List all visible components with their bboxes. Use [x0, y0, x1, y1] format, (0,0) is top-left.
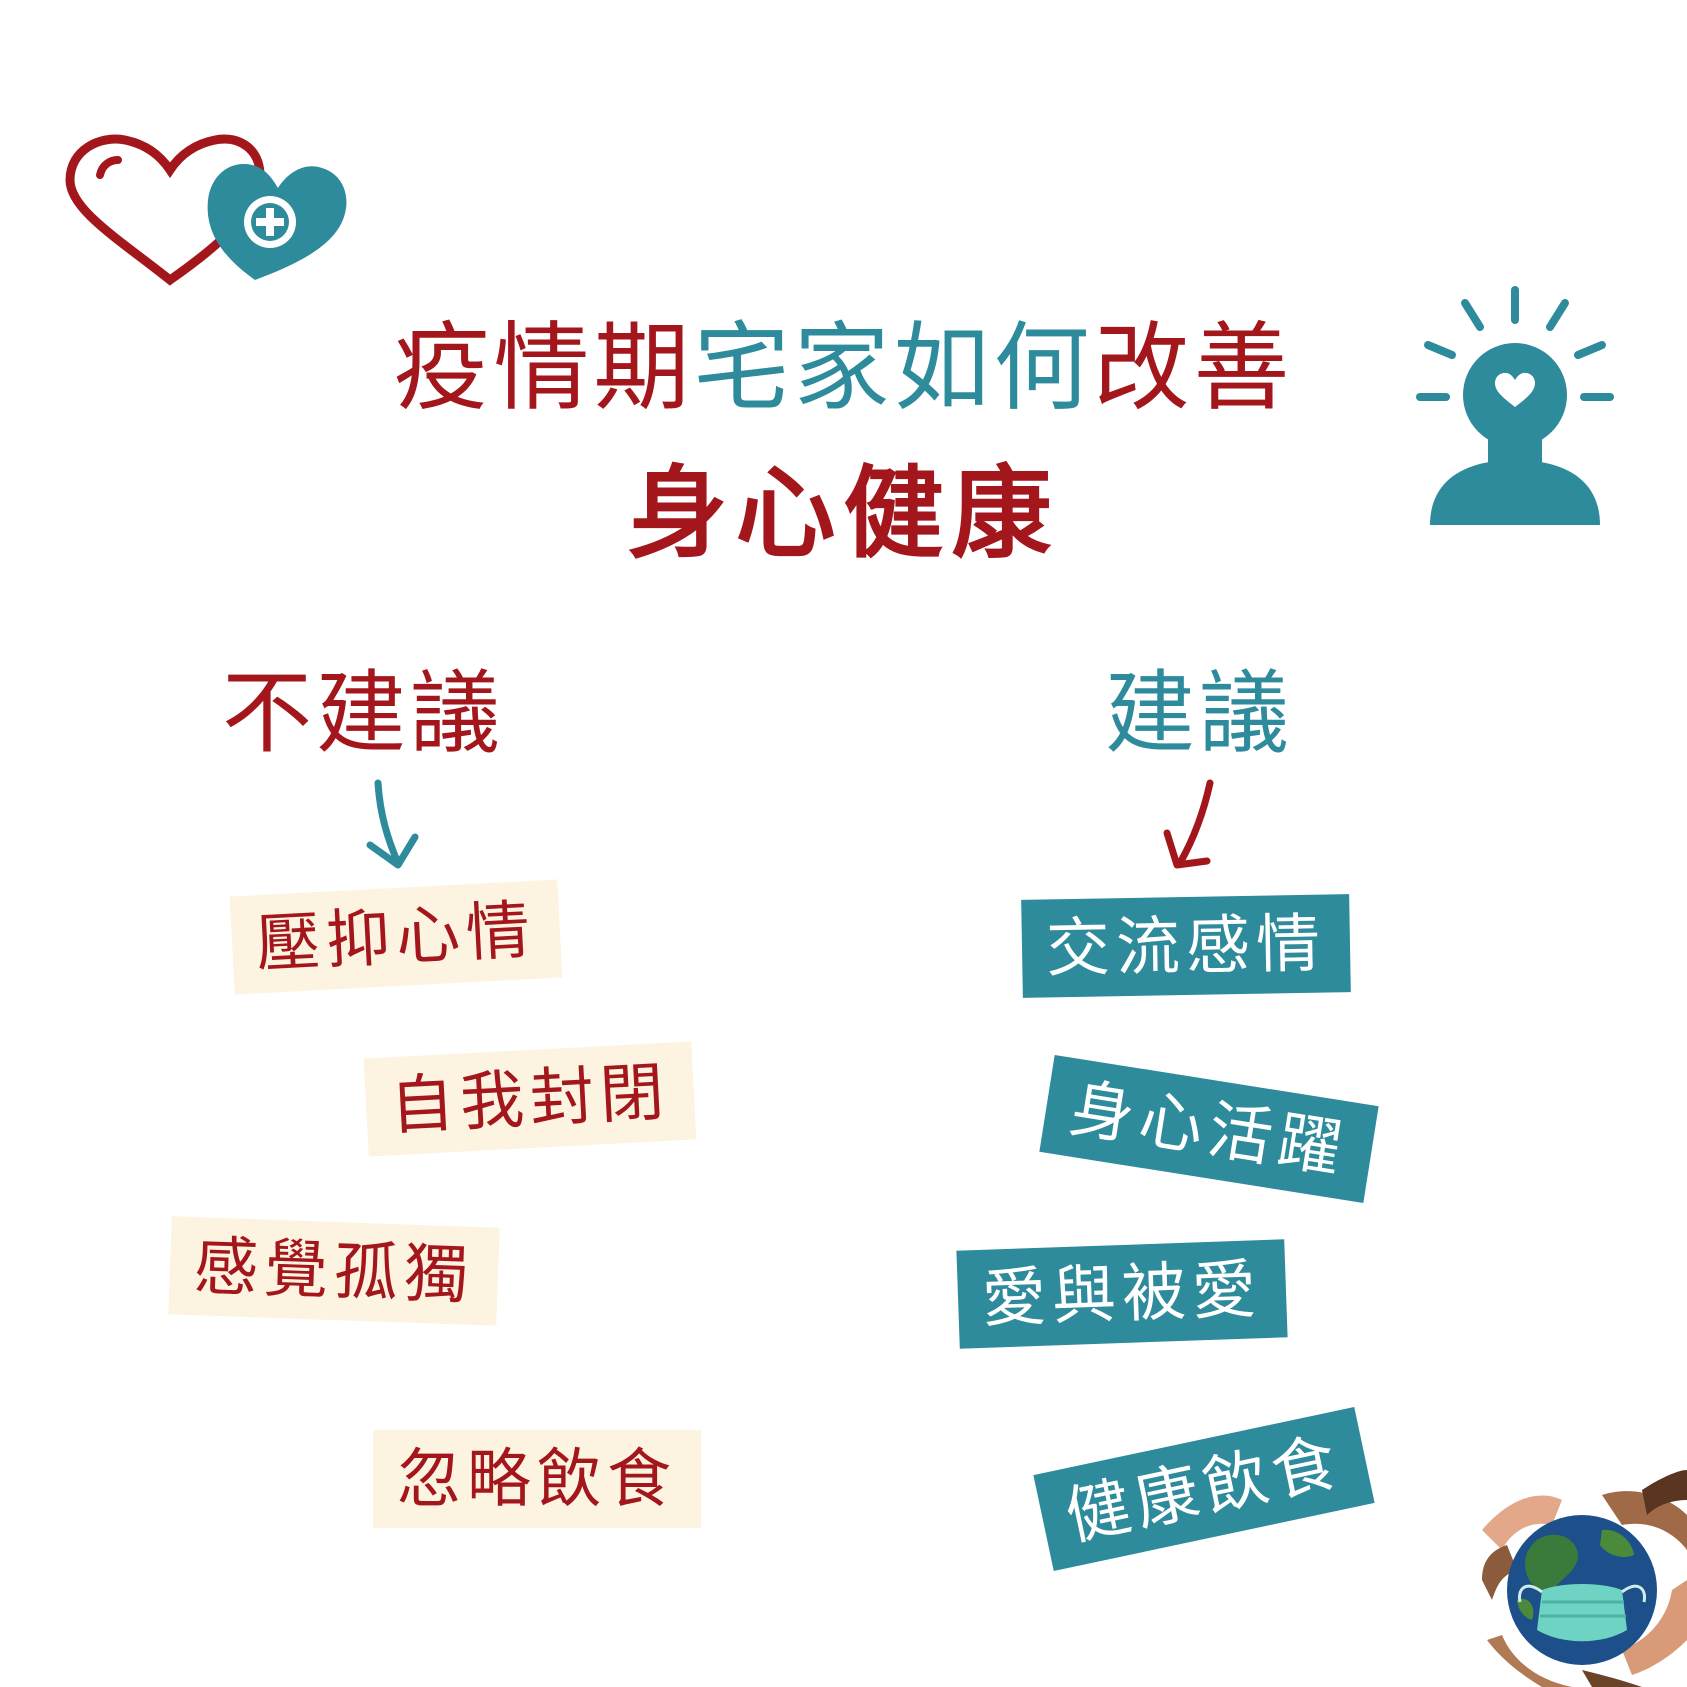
title-part-red-2: 改善 [1093, 312, 1294, 424]
not-recommended-item: 忽略飲食 [373, 1430, 701, 1528]
mind-lightbulb-person-icon [1416, 286, 1614, 525]
page-title: 疫情期宅家如何改善 [0, 290, 1687, 429]
not-recommended-heading: 不建議 [222, 661, 504, 766]
page-subtitle: 身心健康 [627, 455, 1060, 572]
down-arrow-red-icon [1163, 779, 1214, 869]
recommended-item: 愛與被愛 [956, 1239, 1288, 1349]
down-arrow-teal-icon [366, 779, 419, 869]
recommended-heading: 建議 [1105, 661, 1293, 766]
not-recommended-item: 感覺孤獨 [168, 1216, 500, 1326]
hearts-medical-icon [65, 134, 347, 286]
title-part-red-1: 疫情期 [393, 312, 694, 424]
recommended-item: 身心活躍 [1039, 1054, 1379, 1204]
globe-mask-hands-icon [1482, 1470, 1687, 1687]
recommended-item: 交流感情 [1021, 894, 1351, 998]
not-recommended-item: 壓抑心情 [229, 879, 563, 995]
not-recommended-item: 自我封閉 [363, 1041, 697, 1157]
title-part-teal: 宅家如何 [693, 312, 1094, 424]
recommended-item: 健康飲食 [1033, 1406, 1375, 1572]
